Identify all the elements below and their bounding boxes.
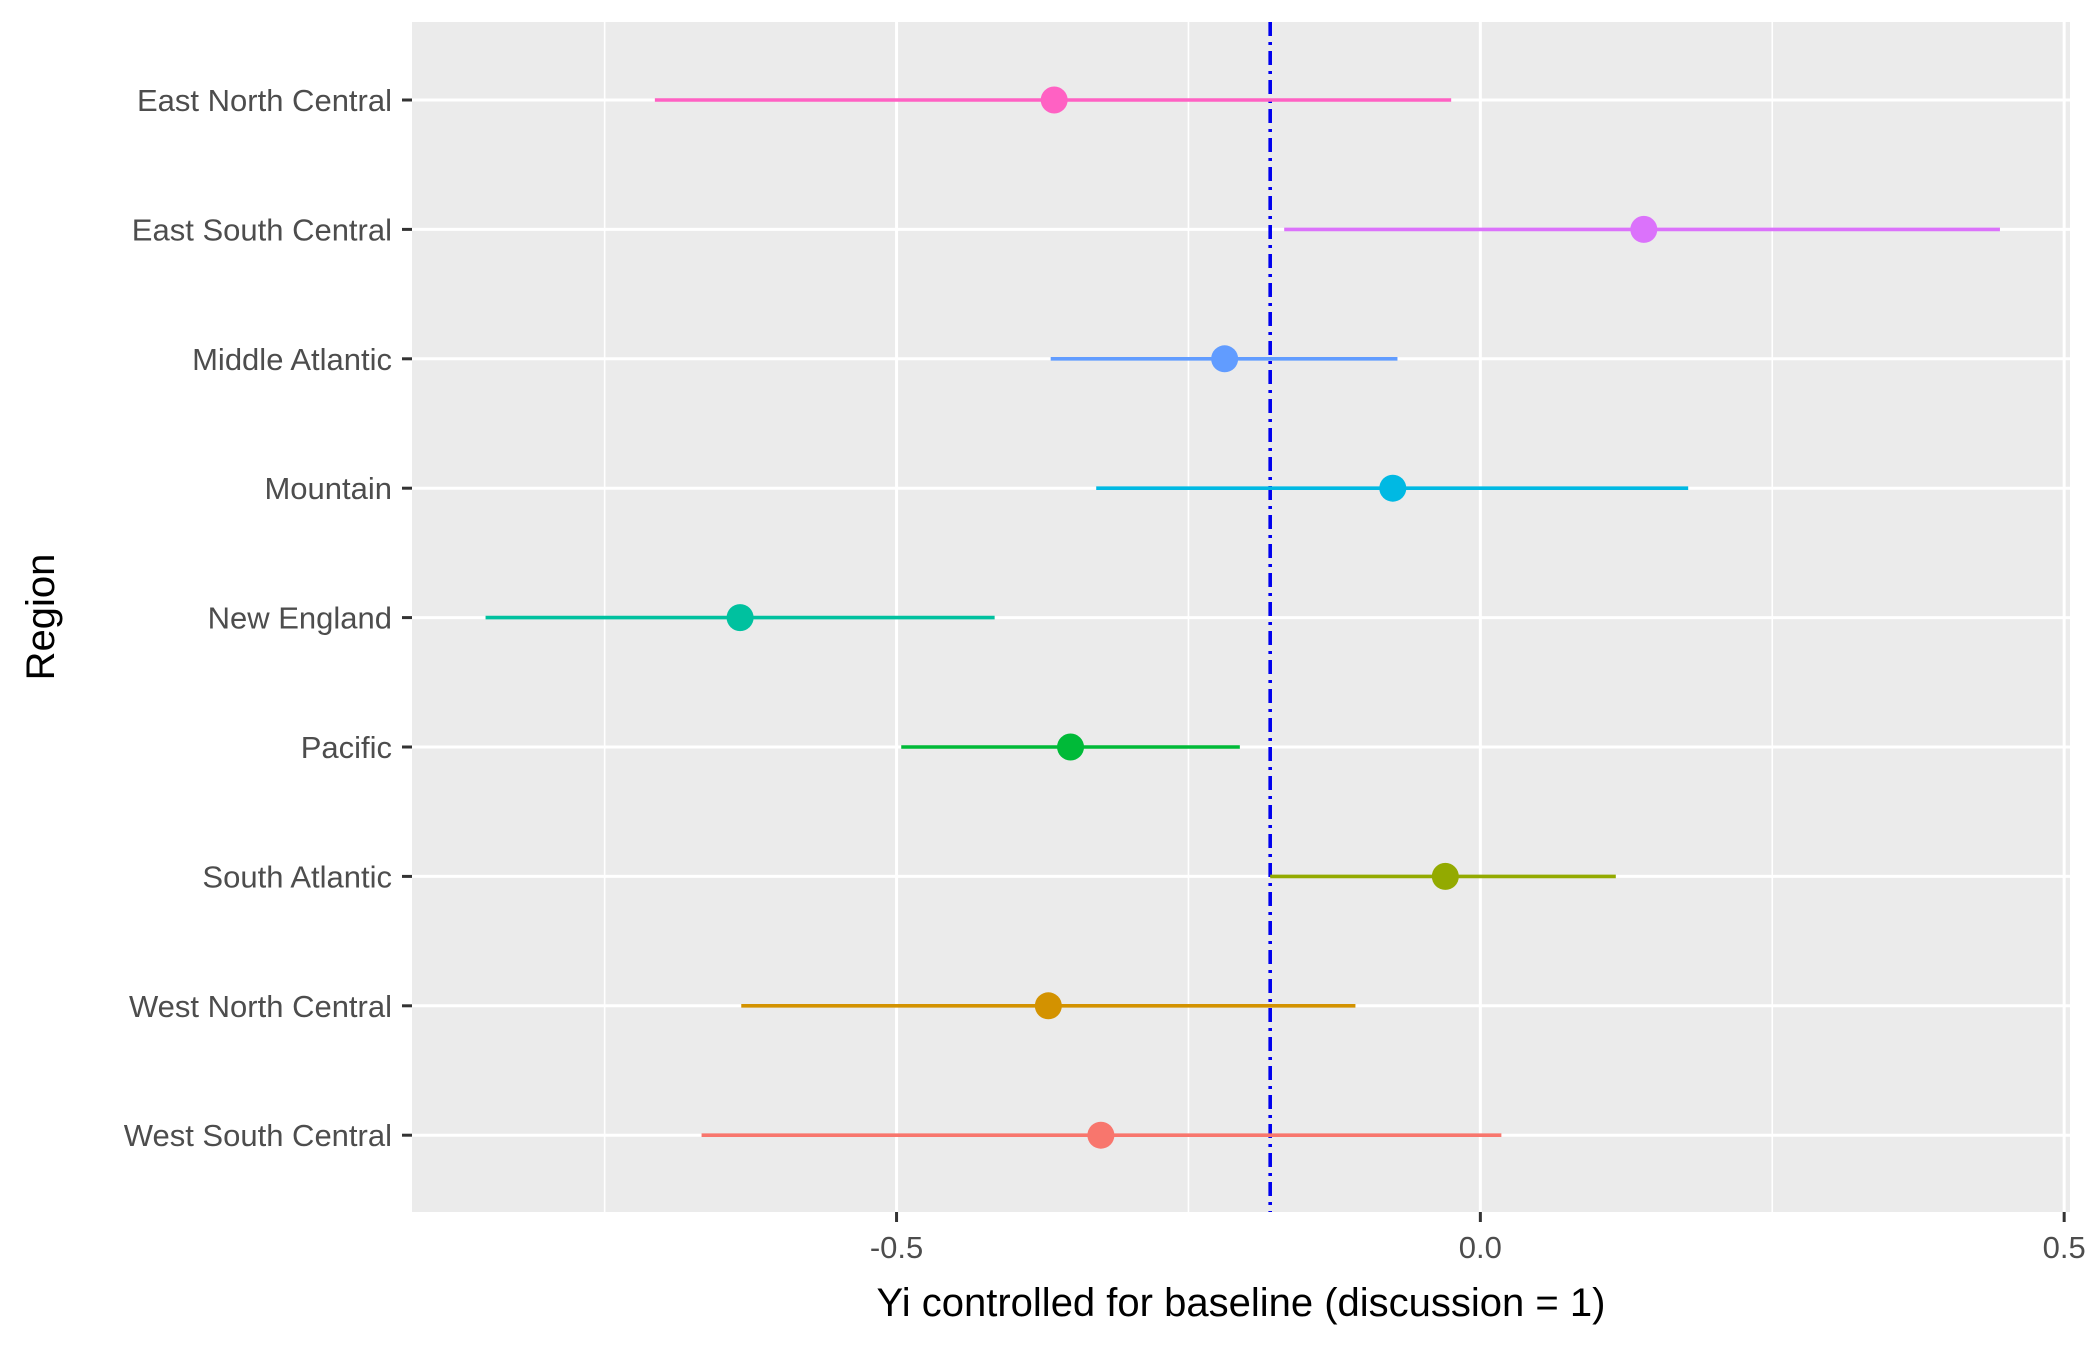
- point-estimate: [1057, 733, 1085, 761]
- axis-layer: East North Central East South Central Midd…: [124, 83, 2086, 1265]
- point-estimate: [1630, 215, 1658, 243]
- y-tick-label: West North Central: [129, 989, 392, 1024]
- y-tick-label: South Atlantic: [202, 859, 392, 894]
- point-estimate: [726, 604, 754, 632]
- y-axis-title: Region: [19, 554, 63, 681]
- y-tick-label: Middle Atlantic: [192, 342, 392, 377]
- point-estimate: [1040, 86, 1068, 114]
- point-estimate: [1034, 992, 1062, 1020]
- y-tick-label: East South Central: [132, 212, 392, 247]
- x-axis-title: Yi controlled for baseline (discussion =…: [877, 1281, 1606, 1325]
- y-tick-label: New England: [208, 601, 392, 636]
- x-tick-label: 0.5: [2043, 1230, 2086, 1265]
- point-estimate: [1087, 1121, 1115, 1149]
- y-tick-label: Mountain: [264, 471, 392, 506]
- x-tick-label: -0.5: [870, 1230, 923, 1265]
- y-tick-label: East North Central: [137, 83, 392, 118]
- y-tick-label: West South Central: [124, 1118, 392, 1153]
- point-estimate: [1431, 862, 1459, 890]
- data-layer: [485, 86, 2000, 1149]
- y-tick-label: Pacific: [301, 730, 392, 765]
- x-tick-label: 0.0: [1459, 1230, 1502, 1265]
- point-estimate: [1379, 474, 1407, 502]
- point-estimate: [1211, 345, 1239, 373]
